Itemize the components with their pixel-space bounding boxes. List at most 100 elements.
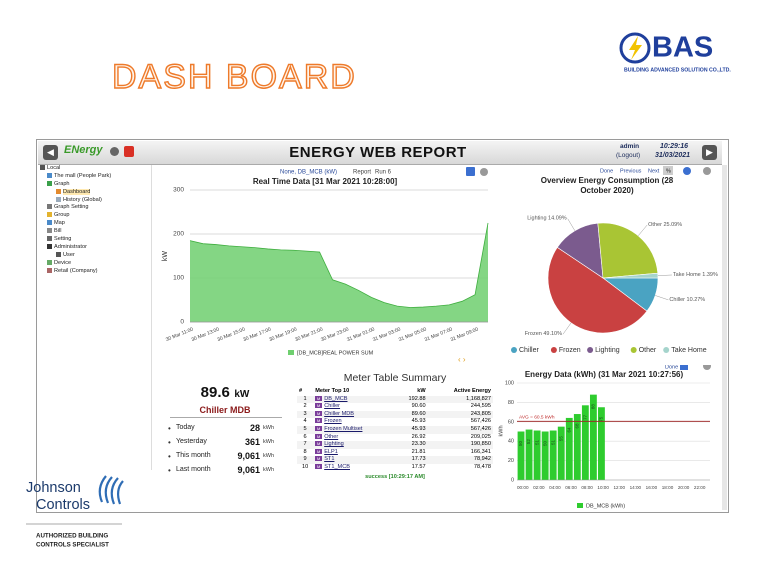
meter-icon: M: [315, 403, 323, 409]
settings-icon[interactable]: [480, 168, 488, 176]
bar: [517, 431, 525, 480]
table-cell: 1: [303, 395, 307, 402]
control-link[interactable]: Next: [648, 168, 660, 174]
logo-name: BAS: [652, 32, 713, 64]
control-link[interactable]: Done: [665, 365, 678, 370]
y-tick-label: 60: [508, 419, 514, 425]
slice-name: Lighting: [527, 216, 546, 222]
tree-item[interactable]: Retail (Company): [38, 268, 151, 276]
back-button[interactable]: ◀: [43, 145, 58, 160]
x-tick-label: 31 Mar 03:00: [372, 326, 402, 343]
bar: [573, 414, 581, 480]
legend-label: Other: [639, 347, 657, 354]
tree-item[interactable]: Administrator: [38, 244, 151, 252]
percent-button[interactable]: [663, 166, 673, 175]
tree-item[interactable]: Group: [38, 212, 151, 220]
scrollbar[interactable]: [722, 165, 727, 510]
meter-table: # Meter Top 10 kW Active Energy 1 M DB_MCB 192.…: [297, 388, 493, 472]
tree-item[interactable]: Device: [38, 260, 151, 268]
y-tick-label: 100: [173, 275, 184, 282]
settings-icon[interactable]: [703, 167, 711, 175]
table-cell: 6: [303, 433, 307, 440]
bar-value-label: 55: [558, 436, 563, 442]
y-tick-label: 100: [505, 380, 514, 386]
export-icon[interactable]: [466, 167, 475, 176]
tree-label: Group: [54, 212, 70, 219]
alert-icon[interactable]: [124, 146, 134, 157]
slice-label: Frozen 49.10%: [525, 332, 562, 338]
label-connector: [657, 274, 672, 276]
table-cell: 78,478: [473, 463, 491, 470]
bar: [598, 407, 605, 480]
table-cell: 10: [301, 463, 309, 470]
x-tick-label: 04:00: [549, 485, 561, 490]
table-cell: 17.57: [411, 463, 426, 470]
meter-icon: M: [315, 410, 323, 416]
label-connector: [638, 224, 648, 236]
label-connector: [567, 218, 576, 231]
table-row: 3 M Chiller MDB 89.60 243,805: [297, 410, 493, 419]
slice-name: Chiller: [669, 297, 685, 303]
bullet: •: [168, 452, 171, 461]
forward-button[interactable]: ▶: [702, 145, 717, 160]
table-row: 6 M Other 26.92 209,025: [297, 434, 493, 442]
summary-label: This month: [176, 452, 211, 459]
tree-item[interactable]: Map: [38, 220, 151, 228]
table-cell: 17.73: [411, 456, 426, 463]
tree-label: Bill: [54, 228, 62, 235]
control-link[interactable]: Previous: [620, 168, 642, 174]
bar-value-label: 50: [518, 441, 523, 447]
tree-label: Retail (Company): [54, 267, 98, 274]
tree-item[interactable]: Bill: [38, 228, 151, 236]
partner-tagline: AUTHORIZED BUILDING: [36, 533, 108, 540]
tree-item[interactable]: Graph: [38, 181, 151, 189]
settings-icon[interactable]: [110, 147, 119, 156]
table-cell: M Frozen: [313, 418, 394, 426]
control-link[interactable]: %: [666, 168, 671, 174]
y-axis-label: kWh: [498, 426, 504, 437]
partner-logo: Johnson Controls AUTHORIZED BUILDING CON…: [26, 475, 124, 549]
tree-item[interactable]: Graph Setting: [38, 204, 151, 212]
slice-value: 14.09%: [548, 216, 567, 222]
x-tick-label: 20:00: [678, 485, 690, 490]
nav-arrows: ‹ ›: [458, 355, 466, 362]
partner-name: Johnson: [26, 480, 81, 496]
table-row: 2 M Chiller 90.60 244,595: [297, 403, 493, 411]
export-icon[interactable]: [680, 365, 688, 370]
page-title: DASH BOARD: [111, 57, 357, 96]
legend-label: DB_MCB (kWh): [586, 503, 625, 509]
bar: [541, 431, 549, 480]
meter-icon: M: [315, 441, 323, 447]
table-cell: M Chiller MDB: [313, 411, 394, 419]
table-row: 5 M Frozen Multiset 45.93 567,426: [297, 425, 493, 434]
x-tick-label: 10:00: [597, 485, 609, 490]
tree-item[interactable]: The mall (People Park): [38, 173, 151, 181]
table-cell: 89.60: [411, 410, 426, 417]
y-tick-label: 40: [508, 439, 514, 445]
tree-label: Administrator: [54, 243, 87, 250]
tree-item[interactable]: History (Global): [38, 197, 151, 205]
slice-value: 25.09%: [663, 222, 682, 228]
bas-logo: BAS BUILDING ADVANCED SOLUTION CO.,LTD.: [619, 32, 731, 73]
control-link[interactable]: Done: [600, 168, 613, 174]
logout-link[interactable]: (Logout): [616, 152, 641, 159]
table-cell: 5: [303, 425, 307, 432]
tree-item[interactable]: Dashboard: [38, 188, 151, 197]
partner-mark: [98, 475, 124, 505]
table-cell: 209,025: [470, 433, 491, 440]
tree-item[interactable]: Setting: [38, 236, 151, 244]
bar: [549, 430, 557, 480]
tree-item[interactable]: User: [38, 252, 151, 260]
settings-icon[interactable]: [703, 365, 711, 370]
app-header: ◀ ▶ ENergy ENERGY WEB REPORT admin (Logo…: [38, 141, 722, 165]
slice-label: Other 25.09%: [648, 222, 682, 228]
meter-link: Chiller MDB: [324, 410, 355, 417]
bar: [557, 426, 565, 480]
table-cell: M DB_MCB: [313, 396, 394, 404]
legend-swatch: [511, 347, 517, 353]
toggle-icon[interactable]: [683, 167, 691, 175]
meter-link: ST1_MCB: [324, 463, 350, 470]
slice-value: 1.39%: [702, 272, 718, 278]
bar-value-label: 51: [550, 440, 555, 446]
tree-item[interactable]: Local: [38, 165, 151, 173]
